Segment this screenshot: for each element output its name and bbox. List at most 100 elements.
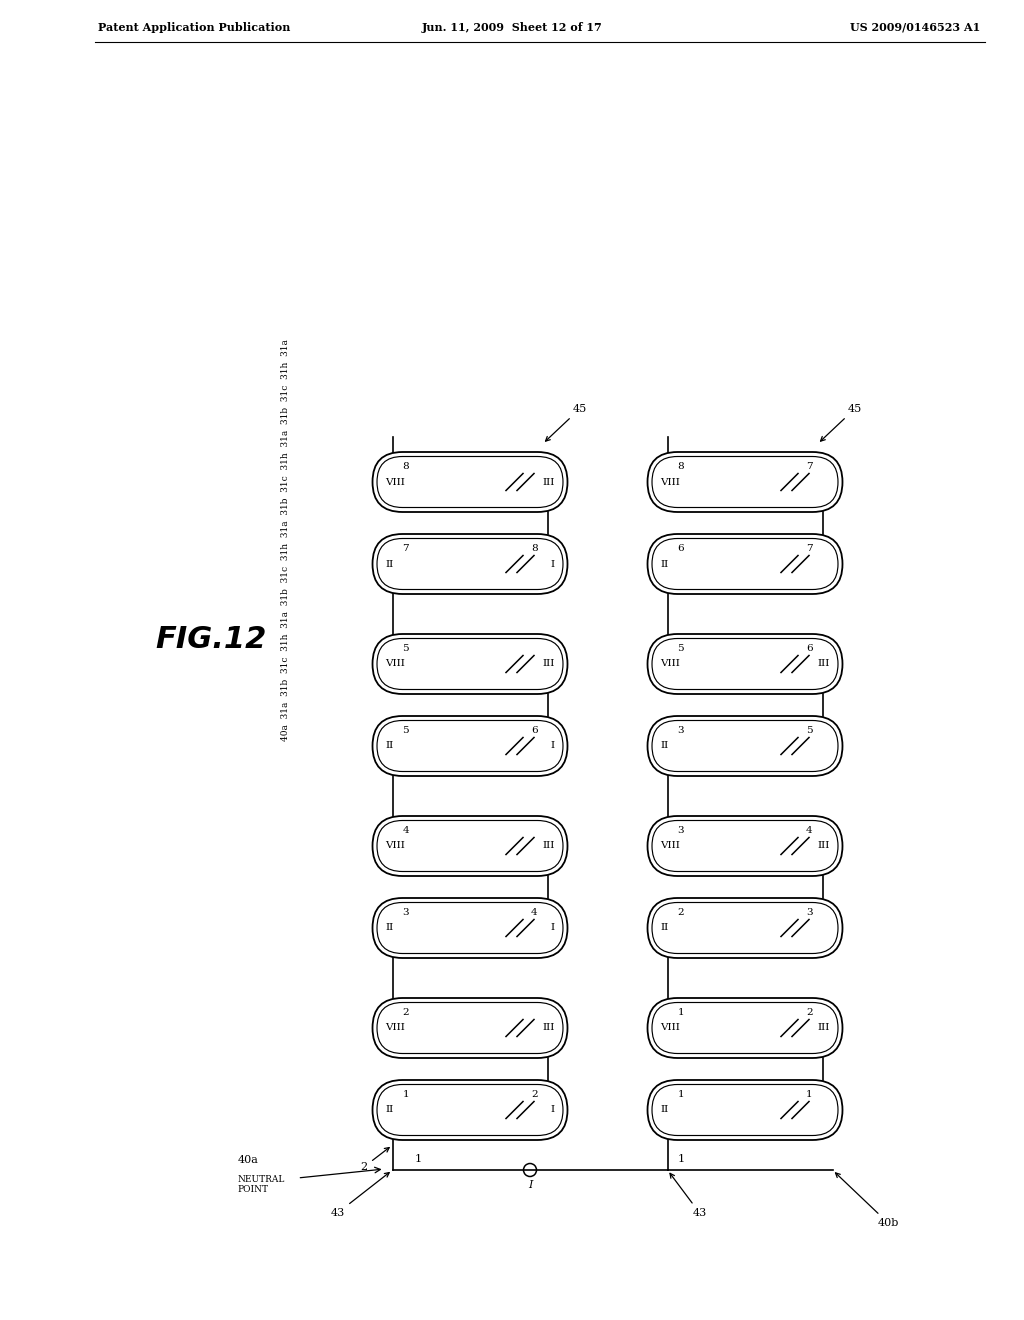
Text: II: II	[385, 1106, 394, 1114]
FancyBboxPatch shape	[377, 1085, 563, 1135]
Text: VIII: VIII	[385, 842, 406, 850]
FancyBboxPatch shape	[373, 1080, 567, 1140]
Text: 1: 1	[415, 1154, 422, 1164]
Text: I: I	[550, 560, 555, 569]
FancyBboxPatch shape	[647, 1080, 843, 1140]
Text: 43: 43	[670, 1173, 707, 1218]
FancyBboxPatch shape	[652, 1085, 838, 1135]
FancyBboxPatch shape	[373, 998, 567, 1059]
Text: I: I	[550, 742, 555, 751]
Text: II: II	[660, 1106, 669, 1114]
Text: VIII: VIII	[660, 478, 680, 487]
FancyBboxPatch shape	[652, 639, 838, 689]
Text: 6: 6	[806, 644, 812, 653]
Text: III: III	[542, 478, 555, 487]
FancyBboxPatch shape	[373, 816, 567, 876]
Text: 1: 1	[402, 1090, 410, 1100]
FancyBboxPatch shape	[373, 535, 567, 594]
Text: 40a: 40a	[238, 1155, 258, 1166]
FancyBboxPatch shape	[377, 903, 563, 953]
Text: 5: 5	[678, 644, 684, 653]
FancyBboxPatch shape	[647, 535, 843, 594]
Text: III: III	[542, 660, 555, 668]
FancyBboxPatch shape	[377, 1002, 563, 1053]
Text: III: III	[542, 842, 555, 850]
Text: 6: 6	[530, 726, 538, 735]
FancyBboxPatch shape	[377, 639, 563, 689]
Text: 7: 7	[806, 462, 812, 471]
FancyBboxPatch shape	[377, 457, 563, 507]
Text: 2: 2	[360, 1147, 389, 1172]
Text: 3: 3	[402, 908, 410, 917]
Text: I: I	[527, 1180, 532, 1191]
Text: VIII: VIII	[660, 1023, 680, 1032]
Text: II: II	[385, 560, 394, 569]
Text: VIII: VIII	[385, 1023, 406, 1032]
Text: 8: 8	[530, 544, 538, 553]
Text: 2: 2	[806, 1008, 812, 1016]
FancyBboxPatch shape	[377, 539, 563, 590]
Text: 6: 6	[678, 544, 684, 553]
Text: 2: 2	[530, 1090, 538, 1100]
Text: 4: 4	[530, 908, 538, 917]
FancyBboxPatch shape	[647, 715, 843, 776]
FancyBboxPatch shape	[377, 721, 563, 771]
Text: II: II	[385, 924, 394, 932]
Text: 3: 3	[678, 726, 684, 735]
Text: 3: 3	[678, 826, 684, 836]
Text: 8: 8	[402, 462, 410, 471]
FancyBboxPatch shape	[652, 821, 838, 871]
Text: 1: 1	[678, 1090, 684, 1100]
Text: 40b: 40b	[836, 1173, 899, 1228]
Text: VIII: VIII	[660, 842, 680, 850]
Text: 8: 8	[678, 462, 684, 471]
Text: 5: 5	[806, 726, 812, 735]
FancyBboxPatch shape	[373, 898, 567, 958]
Text: III: III	[542, 1023, 555, 1032]
Text: 40a  31a  31b  31c  31h  31a  31b  31c  31h  31a  31b  31c  31h  31a  31b  31c  : 40a 31a 31b 31c 31h 31a 31b 31c 31h 31a …	[281, 339, 290, 741]
Text: II: II	[660, 742, 669, 751]
FancyBboxPatch shape	[647, 816, 843, 876]
Text: 5: 5	[402, 644, 410, 653]
Text: 4: 4	[806, 826, 812, 836]
Text: 2: 2	[402, 1008, 410, 1016]
Text: I: I	[550, 924, 555, 932]
Text: VIII: VIII	[385, 660, 406, 668]
Text: II: II	[385, 742, 394, 751]
Text: 45: 45	[546, 404, 587, 441]
FancyBboxPatch shape	[373, 715, 567, 776]
Text: 4: 4	[402, 826, 410, 836]
FancyBboxPatch shape	[373, 451, 567, 512]
FancyBboxPatch shape	[647, 451, 843, 512]
FancyBboxPatch shape	[652, 721, 838, 771]
FancyBboxPatch shape	[652, 1002, 838, 1053]
Text: I: I	[550, 1106, 555, 1114]
Text: III: III	[817, 1023, 829, 1032]
Text: VIII: VIII	[385, 478, 406, 487]
Text: II: II	[660, 924, 669, 932]
Text: 7: 7	[402, 544, 410, 553]
Text: 3: 3	[806, 908, 812, 917]
Text: 7: 7	[806, 544, 812, 553]
FancyBboxPatch shape	[647, 998, 843, 1059]
Text: 1: 1	[678, 1008, 684, 1016]
Text: 1: 1	[678, 1154, 685, 1164]
Text: 5: 5	[402, 726, 410, 735]
Text: US 2009/0146523 A1: US 2009/0146523 A1	[850, 22, 980, 33]
Text: Jun. 11, 2009  Sheet 12 of 17: Jun. 11, 2009 Sheet 12 of 17	[422, 22, 602, 33]
Text: 43: 43	[331, 1172, 389, 1218]
FancyBboxPatch shape	[652, 457, 838, 507]
FancyBboxPatch shape	[647, 634, 843, 694]
FancyBboxPatch shape	[647, 898, 843, 958]
Text: 45: 45	[820, 404, 862, 441]
Text: III: III	[817, 660, 829, 668]
FancyBboxPatch shape	[652, 903, 838, 953]
FancyBboxPatch shape	[373, 634, 567, 694]
Text: 2: 2	[678, 908, 684, 917]
Text: III: III	[817, 842, 829, 850]
FancyBboxPatch shape	[377, 821, 563, 871]
Text: 1: 1	[806, 1090, 812, 1100]
Text: II: II	[660, 560, 669, 569]
Text: VIII: VIII	[660, 660, 680, 668]
Text: Patent Application Publication: Patent Application Publication	[98, 22, 291, 33]
